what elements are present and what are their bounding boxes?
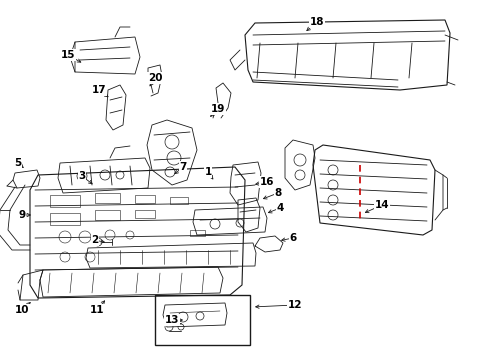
Text: 3: 3 — [78, 171, 85, 181]
Text: 10: 10 — [15, 305, 29, 315]
Bar — [95, 210, 120, 220]
Text: 20: 20 — [147, 73, 162, 83]
Text: 13: 13 — [164, 315, 179, 325]
Bar — [135, 210, 155, 218]
Text: 14: 14 — [374, 200, 388, 210]
Text: 5: 5 — [14, 158, 21, 168]
Text: 9: 9 — [19, 210, 25, 220]
Text: 8: 8 — [274, 188, 281, 198]
Bar — [135, 195, 155, 203]
Bar — [170, 197, 187, 204]
Text: 7: 7 — [179, 162, 186, 172]
Text: 11: 11 — [90, 305, 104, 315]
Text: 4: 4 — [276, 203, 283, 213]
Bar — [155, 295, 249, 345]
Bar — [190, 230, 204, 236]
Text: 16: 16 — [259, 177, 274, 187]
Text: 15: 15 — [61, 50, 75, 60]
Text: 18: 18 — [309, 17, 324, 27]
Text: 12: 12 — [287, 300, 302, 310]
Text: 2: 2 — [91, 235, 99, 245]
Text: 6: 6 — [289, 233, 296, 243]
Text: 1: 1 — [204, 167, 211, 177]
Text: 17: 17 — [92, 85, 106, 95]
Bar — [95, 193, 120, 203]
Bar — [50, 213, 80, 225]
Text: 19: 19 — [210, 104, 225, 114]
Bar — [50, 195, 80, 207]
